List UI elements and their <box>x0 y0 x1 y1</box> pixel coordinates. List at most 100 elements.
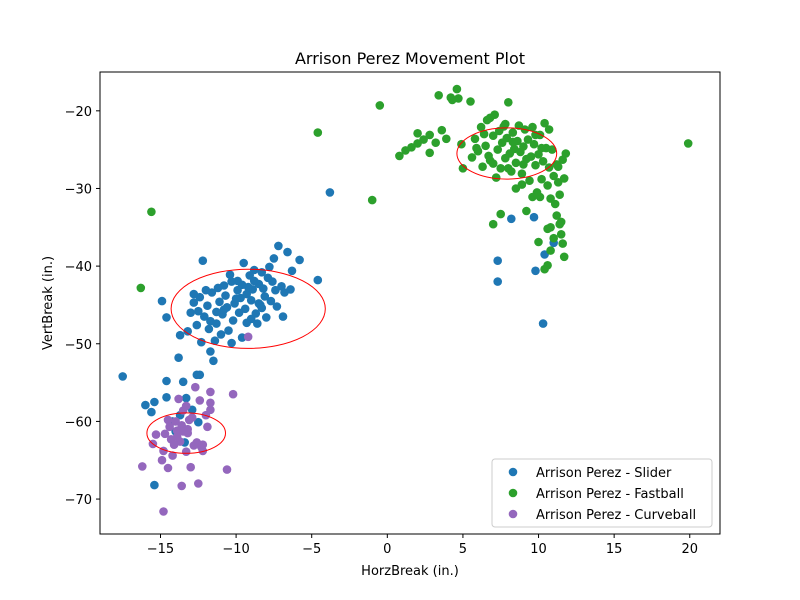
data-point <box>210 336 220 346</box>
data-point <box>136 283 146 293</box>
data-point <box>219 305 229 314</box>
data-point <box>195 370 205 380</box>
data-point <box>225 270 235 280</box>
data-point <box>488 219 498 229</box>
data-point <box>174 394 183 404</box>
data-point <box>242 318 251 328</box>
data-point <box>504 98 513 107</box>
data-point <box>240 304 250 314</box>
data-point <box>147 407 156 417</box>
y-axis: −20 −30 −40 −50 −60 −70 <box>65 105 100 508</box>
data-point <box>559 252 569 262</box>
legend-marker <box>508 467 518 477</box>
data-point <box>260 292 270 301</box>
data-point <box>234 308 244 318</box>
data-point <box>138 462 147 471</box>
y-axis-label: VertBreak (in.) <box>41 256 56 350</box>
data-point <box>434 91 444 100</box>
data-point <box>177 481 186 491</box>
data-point <box>476 122 486 132</box>
data-point <box>239 258 248 268</box>
data-point <box>425 130 435 140</box>
data-point <box>553 162 563 171</box>
data-point <box>206 387 215 397</box>
data-point <box>531 160 540 170</box>
x-tick-label: 20 <box>681 542 698 557</box>
data-point <box>493 256 503 266</box>
data-point <box>186 462 195 472</box>
data-point <box>466 97 475 106</box>
data-point <box>493 277 503 286</box>
data-point <box>484 151 493 161</box>
data-point <box>470 134 480 144</box>
data-point <box>442 134 451 144</box>
data-point <box>191 382 200 392</box>
data-point <box>523 135 533 144</box>
data-point <box>683 139 693 148</box>
data-point <box>534 237 543 247</box>
data-point <box>481 141 490 151</box>
y-tick-label: −60 <box>65 415 92 430</box>
data-point <box>519 142 528 151</box>
data-point <box>522 206 531 216</box>
series-0 <box>118 188 558 490</box>
data-point <box>549 233 558 243</box>
data-point <box>278 312 288 321</box>
data-point <box>283 247 292 257</box>
data-point <box>216 330 226 339</box>
data-point <box>221 291 230 300</box>
data-point <box>508 128 518 137</box>
data-point <box>367 195 377 205</box>
data-point <box>263 273 273 283</box>
data-point <box>194 479 203 488</box>
data-point <box>529 212 539 222</box>
data-point <box>496 209 506 219</box>
data-point <box>243 332 253 342</box>
data-point <box>559 174 569 183</box>
data-point <box>228 316 238 325</box>
data-point <box>540 118 549 128</box>
chart-title: Arrison Perez Movement Plot <box>295 49 525 68</box>
cluster-ellipse <box>456 127 558 180</box>
data-point <box>531 130 540 140</box>
data-point <box>488 159 498 168</box>
data-point <box>266 296 276 306</box>
data-point <box>162 393 171 402</box>
data-point <box>206 398 215 408</box>
data-point <box>157 455 167 465</box>
data-point <box>159 507 168 516</box>
data-point <box>178 377 188 387</box>
data-point <box>181 447 191 457</box>
data-point <box>526 152 536 161</box>
data-point <box>546 246 555 255</box>
data-point <box>538 157 548 166</box>
data-point <box>504 164 513 173</box>
data-point <box>535 192 545 202</box>
data-point <box>437 125 447 135</box>
data-point <box>555 190 564 199</box>
x-tick-label: 5 <box>459 542 467 557</box>
data-point <box>496 164 506 173</box>
data-point <box>209 356 218 366</box>
data-point <box>407 143 416 152</box>
data-point <box>163 463 173 473</box>
data-point <box>118 372 127 381</box>
data-point <box>478 162 487 171</box>
data-point <box>313 275 323 285</box>
x-tick-label: 0 <box>383 542 391 557</box>
data-point <box>313 128 323 137</box>
data-point <box>458 164 468 173</box>
data-point <box>184 415 194 425</box>
data-point <box>213 283 223 293</box>
data-point <box>189 289 199 299</box>
data-point <box>201 285 211 295</box>
data-point <box>517 169 527 178</box>
data-point <box>150 397 159 407</box>
data-point <box>528 192 537 202</box>
data-point <box>141 400 150 410</box>
data-point <box>162 313 171 322</box>
data-point <box>212 319 221 328</box>
data-point <box>186 308 195 318</box>
data-point <box>242 289 251 299</box>
data-point <box>431 138 441 147</box>
